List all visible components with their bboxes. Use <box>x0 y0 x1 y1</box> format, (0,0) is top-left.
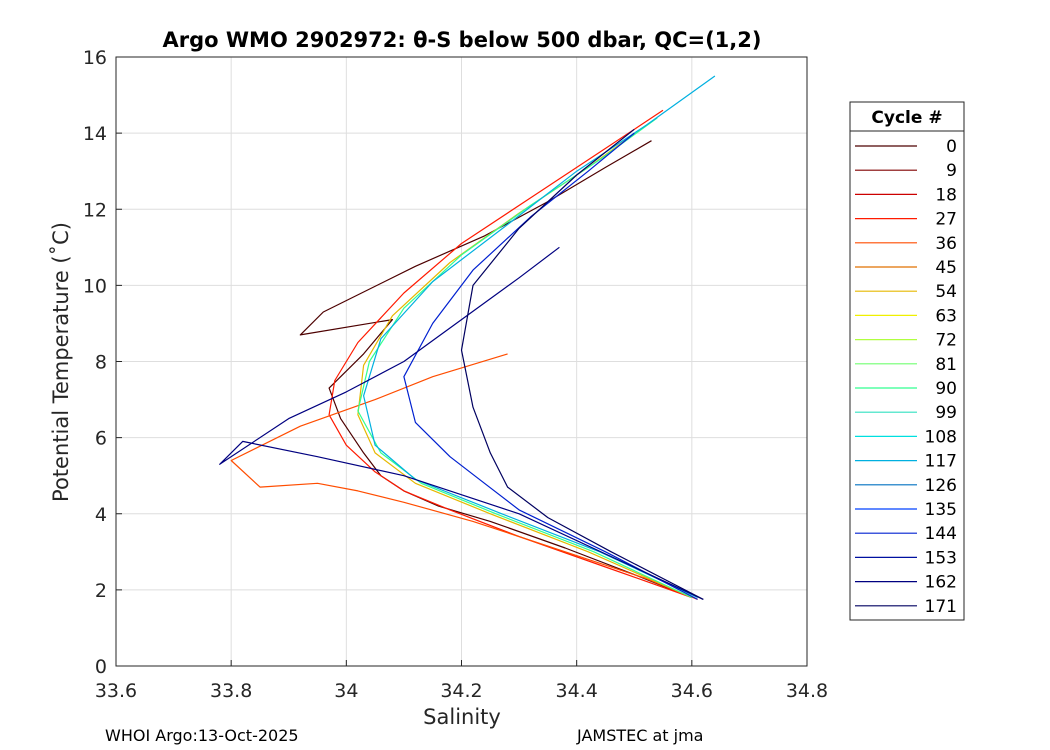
x-tick-label: 34.4 <box>556 680 598 702</box>
series-line-cycle-162 <box>219 246 704 600</box>
series-group <box>219 75 716 600</box>
legend-label-153: 153 <box>925 548 957 568</box>
legend-label-99: 99 <box>935 403 957 423</box>
legend-label-90: 90 <box>935 379 957 399</box>
legend-label-54: 54 <box>935 282 957 302</box>
legend-label-63: 63 <box>935 306 957 326</box>
series-line-cycle-36 <box>230 353 698 600</box>
y-tick-label: 6 <box>95 428 107 450</box>
legend-label-162: 162 <box>925 573 957 593</box>
y-tick-label: 10 <box>83 275 107 297</box>
y-axis-label: Potential Temperature (˚C) <box>49 222 73 502</box>
y-tick-label: 4 <box>95 504 107 526</box>
legend-label-171: 171 <box>925 597 957 617</box>
legend-label-9: 9 <box>946 161 957 181</box>
x-ticks: 33.6 33.8 34 34.2 34.4 34.6 34.8 <box>95 660 828 702</box>
x-tick-label: 33.6 <box>95 680 137 702</box>
x-tick-label: 34.6 <box>671 680 713 702</box>
legend-label-117: 117 <box>925 452 957 472</box>
x-tick-label: 34 <box>334 680 358 702</box>
x-tick-label: 34.8 <box>786 680 828 702</box>
series-line-cycle-90 <box>357 117 693 599</box>
legend-label-36: 36 <box>935 234 957 254</box>
y-tick-label: 0 <box>95 656 107 678</box>
y-tick-label: 16 <box>83 47 107 69</box>
legend-label-144: 144 <box>925 524 957 544</box>
legend-label-27: 27 <box>935 210 957 230</box>
y-tick-label: 14 <box>83 123 107 145</box>
x-tick-label: 34.2 <box>440 680 482 702</box>
footer-left: WHOI Argo:13-Oct-2025 <box>105 726 299 745</box>
footer-right: JAMSTEC at jma <box>576 726 703 745</box>
legend-label-126: 126 <box>925 476 957 496</box>
x-tick-label: 33.8 <box>210 680 252 702</box>
legend-label-0: 0 <box>946 137 957 157</box>
legend-title: Cycle # <box>871 108 942 128</box>
series-line-cycle-117 <box>363 75 716 599</box>
grid <box>115 56 808 667</box>
legend-label-135: 135 <box>925 500 957 520</box>
legend-label-18: 18 <box>935 185 957 205</box>
series-line-cycle-144 <box>403 132 698 600</box>
y-tick-label: 8 <box>95 352 107 374</box>
series-line-cycle-171 <box>460 128 704 600</box>
y-tick-label: 12 <box>83 199 107 221</box>
x-axis-label: Salinity <box>423 705 501 729</box>
chart-title: Argo WMO 2902972: θ-S below 500 dbar, QC… <box>163 28 762 52</box>
y-tick-label: 2 <box>95 580 107 602</box>
legend-label-45: 45 <box>935 258 957 278</box>
legend-label-81: 81 <box>935 355 957 375</box>
y-ticks: 0 2 4 6 8 10 12 14 16 <box>83 47 122 678</box>
series-line-cycle-0 <box>299 140 693 599</box>
series-line-cycle-27 <box>328 109 692 599</box>
legend-label-108: 108 <box>925 427 957 447</box>
legend: Cycle # 0 9 18 27 36 45 54 63 72 81 90 99 108 117 126 1… <box>849 101 965 621</box>
legend-label-72: 72 <box>935 331 957 351</box>
